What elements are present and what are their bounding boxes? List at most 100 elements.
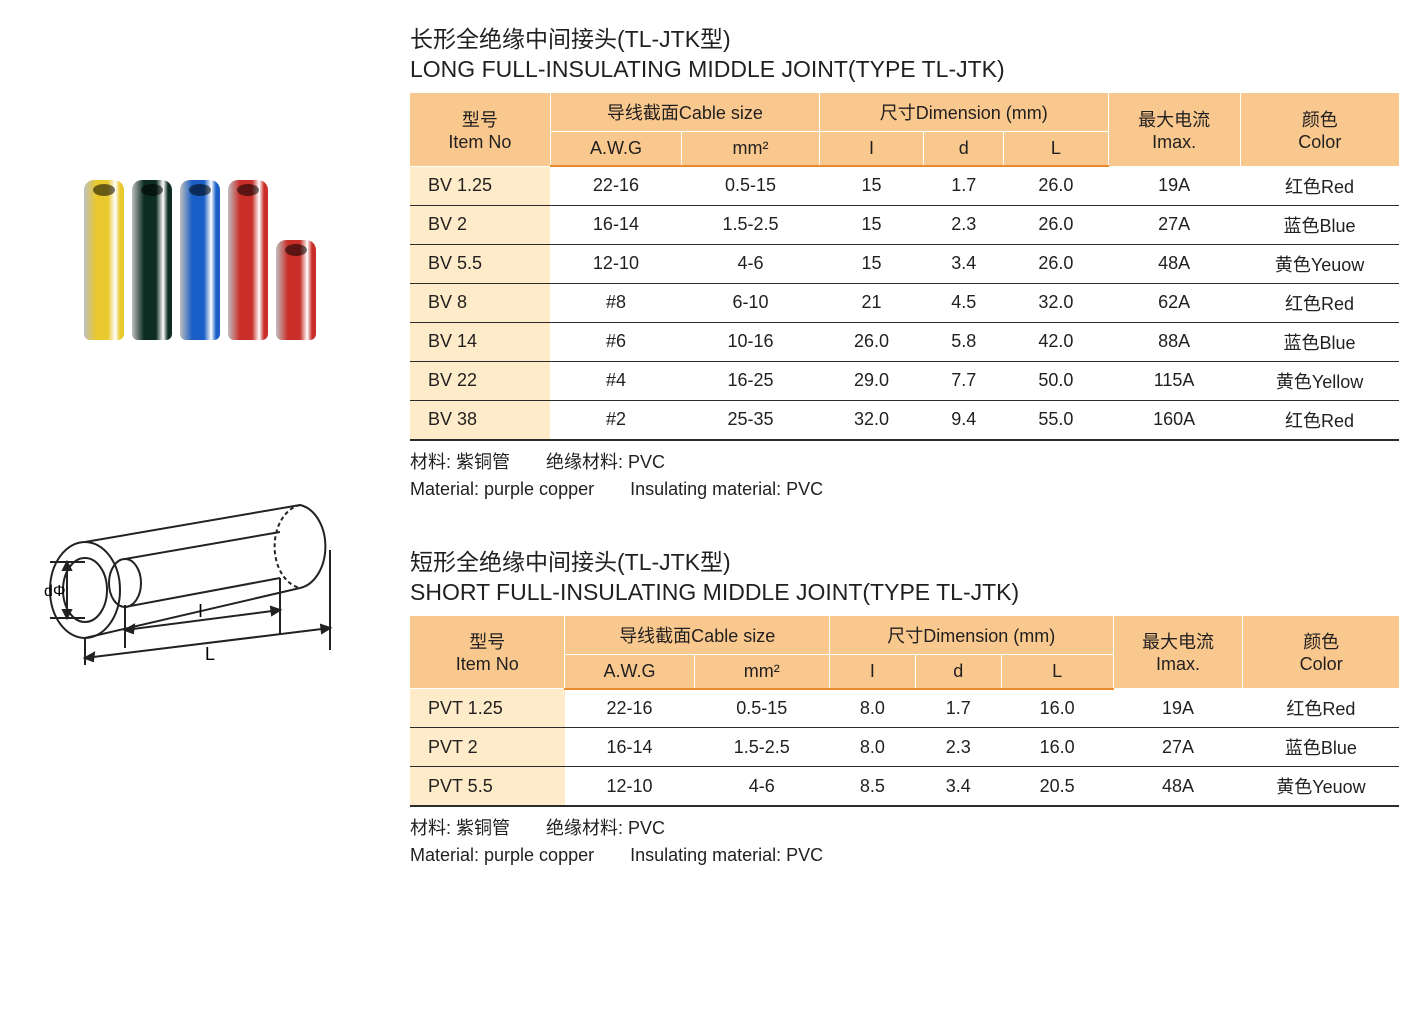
cell-imax: 19A [1108, 166, 1240, 205]
cell-d: 9.4 [924, 400, 1004, 440]
cell-I: 8.0 [829, 689, 915, 728]
col-awg: A.W.G [565, 654, 694, 689]
cell-d: 7.7 [924, 361, 1004, 400]
cell-imax: 88A [1108, 322, 1240, 361]
table-short-joint: 型号Item No 导线截面Cable size 尺寸Dimension (mm… [410, 616, 1399, 808]
col-color: 颜色Color [1240, 93, 1399, 166]
cell-d: 2.3 [924, 205, 1004, 244]
cell-imax: 48A [1108, 244, 1240, 283]
col-I: I [829, 654, 915, 689]
table-row: PVT 216-141.5-2.58.02.316.027A蓝色Blue [410, 728, 1399, 767]
col-item: 型号Item No [410, 616, 565, 689]
cell-item: BV 1.25 [410, 166, 550, 205]
col-color: 颜色Color [1243, 616, 1399, 689]
cell-imax: 160A [1108, 400, 1240, 440]
section1-title-cn: 长形全绝缘中间接头(TL-JTK型) [410, 20, 1399, 54]
table-row: BV 216-141.5-2.5152.326.027A蓝色Blue [410, 205, 1399, 244]
cell-L: 50.0 [1004, 361, 1108, 400]
cell-L: 16.0 [1001, 689, 1113, 728]
table-row: BV 8#86-10214.532.062A红色Red [410, 283, 1399, 322]
table-row: BV 22#416-2529.07.750.0115A黄色Yellow [410, 361, 1399, 400]
cell-L: 55.0 [1004, 400, 1108, 440]
cell-L: 26.0 [1004, 244, 1108, 283]
cell-imax: 27A [1113, 728, 1243, 767]
cell-I: 26.0 [819, 322, 923, 361]
cell-item: BV 14 [410, 322, 550, 361]
cell-item: BV 38 [410, 400, 550, 440]
cell-d: 1.7 [924, 166, 1004, 205]
cell-L: 20.5 [1001, 767, 1113, 807]
dimension-diagram: dΦ I L [20, 460, 380, 685]
cell-mm2: 10-16 [682, 322, 820, 361]
cell-I: 15 [819, 166, 923, 205]
section1-material: 材料: 紫铜管 绝缘材料: PVC Material: purple coppe… [410, 449, 1399, 503]
cell-mm2: 1.5-2.5 [682, 205, 820, 244]
table-row: BV 5.512-104-6153.426.048A黄色Yeuow [410, 244, 1399, 283]
: 16-14 [550, 205, 681, 244]
cell-item: PVT 2 [410, 728, 565, 767]
section1-title-en: LONG FULL-INSULATING MIDDLE JOINT(TYPE T… [410, 56, 1399, 83]
cell-color: 蓝色Blue [1240, 322, 1399, 361]
cell-mm2: 1.5-2.5 [694, 728, 829, 767]
col-mm2: mm² [682, 132, 820, 167]
col-dimension: 尺寸Dimension (mm) [819, 93, 1108, 132]
col-imax: 最大电流Imax. [1113, 616, 1243, 689]
table-row: BV 1.2522-160.5-15151.726.019A红色Red [410, 166, 1399, 205]
cell-mm2: 4-6 [694, 767, 829, 807]
col-mm2: mm² [694, 654, 829, 689]
cell-L: 26.0 [1004, 166, 1108, 205]
cell-d: 3.4 [924, 244, 1004, 283]
cell-item: BV 22 [410, 361, 550, 400]
: #4 [550, 361, 681, 400]
cell-imax: 115A [1108, 361, 1240, 400]
col-L: L [1004, 132, 1108, 167]
table-row: PVT 5.512-104-68.53.420.548A黄色Yeuow [410, 767, 1399, 807]
cell-mm2: 16-25 [682, 361, 820, 400]
col-cable: 导线截面Cable size [565, 616, 829, 655]
col-item: 型号Item No [410, 93, 550, 166]
cell-color: 红色Red [1240, 400, 1399, 440]
section2-title-en: SHORT FULL-INSULATING MIDDLE JOINT(TYPE … [410, 579, 1399, 606]
cell-mm2: 6-10 [682, 283, 820, 322]
: 22-16 [550, 166, 681, 205]
: #6 [550, 322, 681, 361]
cell-color: 黄色Yeuow [1240, 244, 1399, 283]
col-L: L [1001, 654, 1113, 689]
product-photo [20, 160, 380, 340]
section2-material: 材料: 紫铜管 绝缘材料: PVC Material: purple coppe… [410, 815, 1399, 869]
cell-I: 15 [819, 244, 923, 283]
cell-L: 32.0 [1004, 283, 1108, 322]
cell-color: 红色Red [1240, 283, 1399, 322]
: 22-16 [565, 689, 694, 728]
cell-L: 26.0 [1004, 205, 1108, 244]
cell-item: BV 5.5 [410, 244, 550, 283]
cell-d: 1.7 [915, 689, 1001, 728]
cell-color: 蓝色Blue [1243, 728, 1399, 767]
cell-d: 3.4 [915, 767, 1001, 807]
col-d: d [915, 654, 1001, 689]
cell-mm2: 0.5-15 [682, 166, 820, 205]
cell-item: BV 8 [410, 283, 550, 322]
cell-d: 4.5 [924, 283, 1004, 322]
cell-L: 16.0 [1001, 728, 1113, 767]
cell-imax: 48A [1113, 767, 1243, 807]
cell-d: 5.8 [924, 322, 1004, 361]
cell-color: 黄色Yeuow [1243, 767, 1399, 807]
table-row: PVT 1.2522-160.5-158.01.716.019A红色Red [410, 689, 1399, 728]
cell-L: 42.0 [1004, 322, 1108, 361]
col-dimension: 尺寸Dimension (mm) [829, 616, 1113, 655]
diagram-label-L: L [205, 644, 215, 664]
: 16-14 [565, 728, 694, 767]
cell-I: 21 [819, 283, 923, 322]
cell-I: 8.0 [829, 728, 915, 767]
diagram-label-I: I [198, 601, 203, 621]
cell-item: PVT 1.25 [410, 689, 565, 728]
cell-color: 黄色Yellow [1240, 361, 1399, 400]
: #8 [550, 283, 681, 322]
cell-color: 红色Red [1243, 689, 1399, 728]
: 12-10 [550, 244, 681, 283]
table-long-joint: 型号Item No 导线截面Cable size 尺寸Dimension (mm… [410, 93, 1399, 441]
table-row: BV 38#225-3532.09.455.0160A红色Red [410, 400, 1399, 440]
col-awg: A.W.G [550, 132, 681, 167]
table-row: BV 14#610-1626.05.842.088A蓝色Blue [410, 322, 1399, 361]
